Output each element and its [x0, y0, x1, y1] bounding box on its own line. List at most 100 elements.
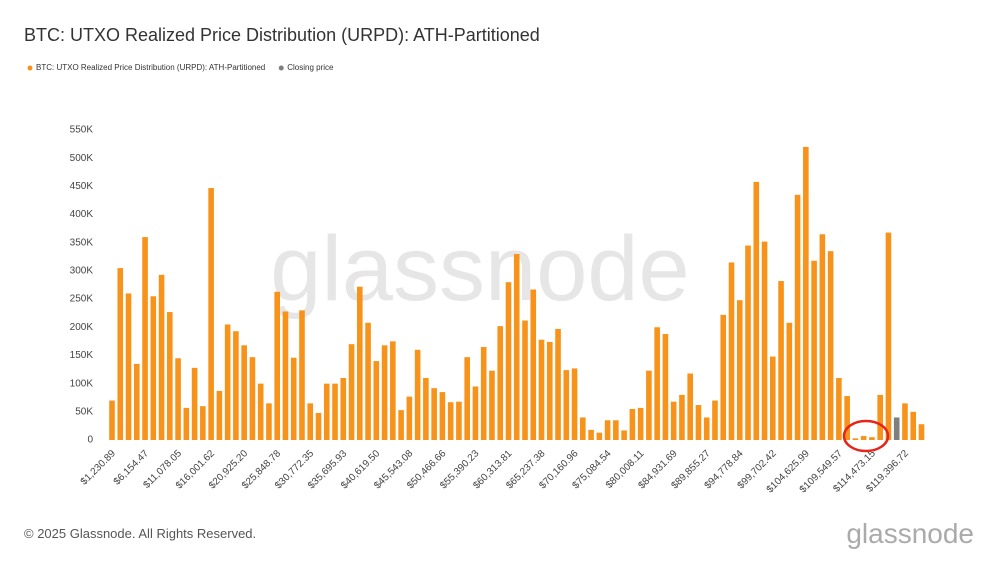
- bar: [133, 363, 140, 440]
- bar: [340, 378, 347, 440]
- bar: [373, 361, 380, 440]
- bar: [307, 403, 314, 440]
- bar: [695, 405, 702, 440]
- y-tick-label: 400K: [70, 209, 94, 220]
- bar: [753, 181, 760, 440]
- bar: [257, 383, 264, 440]
- bar: [183, 407, 190, 440]
- legend: BTC: UTXO Realized Price Distribution (U…: [27, 63, 334, 72]
- bar: [117, 268, 124, 440]
- bar: [439, 392, 446, 440]
- watermark: glassnode: [270, 218, 689, 320]
- bar: [844, 396, 850, 440]
- bar: [555, 328, 561, 440]
- bar: [646, 370, 652, 440]
- y-tick-label: 350K: [70, 237, 94, 248]
- legend-label: BTC: UTXO Realized Price Distribution (U…: [36, 63, 265, 72]
- bar: [902, 403, 908, 440]
- bar: [522, 320, 528, 440]
- bar: [621, 430, 627, 440]
- bar: [836, 378, 842, 440]
- bar: [365, 322, 371, 440]
- y-tick-label: 200K: [70, 322, 94, 333]
- y-tick-label: 550K: [70, 125, 94, 136]
- bar: [827, 251, 834, 440]
- bar: [233, 331, 239, 440]
- bar: [332, 383, 338, 440]
- bar: [200, 406, 206, 440]
- legend-marker: [27, 65, 33, 71]
- bar: [588, 429, 594, 440]
- bar: [398, 410, 404, 440]
- bar: [431, 388, 437, 440]
- bar: [778, 281, 784, 440]
- bar: [125, 293, 132, 440]
- bar: [580, 417, 586, 440]
- y-tick-label: 300K: [70, 266, 94, 277]
- bar: [860, 436, 867, 440]
- bar: [323, 383, 330, 440]
- bar: [794, 194, 801, 440]
- bar: [423, 378, 429, 440]
- bar: [497, 326, 504, 440]
- bar: [786, 322, 793, 440]
- bar: [290, 357, 297, 440]
- bar: [266, 403, 272, 440]
- bar: [406, 396, 413, 440]
- legend-label: Closing price: [287, 63, 334, 72]
- bar: [596, 432, 603, 440]
- bar: [390, 341, 396, 440]
- bar: [381, 345, 388, 440]
- bar: [513, 254, 520, 440]
- bar: [299, 310, 305, 440]
- bar: [241, 345, 247, 440]
- bar: [282, 311, 289, 440]
- legend-marker: [278, 65, 284, 71]
- bar: [563, 370, 570, 440]
- y-tick-label: 100K: [70, 378, 94, 389]
- bar: [447, 402, 454, 440]
- bar: [208, 188, 214, 440]
- bar: [538, 339, 545, 440]
- bar: [761, 241, 768, 440]
- bar: [869, 437, 875, 440]
- logo: glassnode: [846, 518, 974, 549]
- bar: [803, 146, 809, 440]
- bar: [687, 373, 693, 440]
- bar: [629, 409, 636, 440]
- bar: [472, 386, 479, 440]
- bar: [571, 368, 578, 440]
- bar: [249, 357, 256, 440]
- bar: [216, 390, 223, 440]
- bar: [175, 358, 181, 440]
- bar: [728, 262, 735, 440]
- bar: [456, 401, 462, 440]
- bar: [142, 237, 148, 440]
- bar: [910, 411, 917, 440]
- y-tick-label: 500K: [70, 153, 94, 164]
- y-tick-label: 50K: [75, 406, 93, 417]
- bar: [679, 394, 685, 440]
- bar: [109, 400, 115, 440]
- y-tick-label: 250K: [70, 294, 94, 305]
- bar: [224, 324, 231, 440]
- y-tick-label: 450K: [70, 181, 94, 192]
- bar: [770, 356, 776, 440]
- bar: [637, 407, 644, 440]
- bar: [530, 289, 537, 440]
- bar: [167, 312, 173, 440]
- bar: [811, 260, 817, 440]
- bar: [654, 327, 660, 440]
- footer: © 2025 Glassnode. All Rights Reserved.: [24, 526, 256, 541]
- y-tick-label: 0: [87, 435, 93, 446]
- chart-title: BTC: UTXO Realized Price Distribution (U…: [24, 25, 540, 45]
- bar: [703, 417, 710, 440]
- bar: [158, 274, 165, 440]
- bar: [852, 438, 859, 440]
- bar: [736, 300, 743, 440]
- bar: [274, 291, 280, 440]
- bar: [191, 367, 198, 440]
- bar: [546, 341, 553, 440]
- bar: [348, 344, 355, 440]
